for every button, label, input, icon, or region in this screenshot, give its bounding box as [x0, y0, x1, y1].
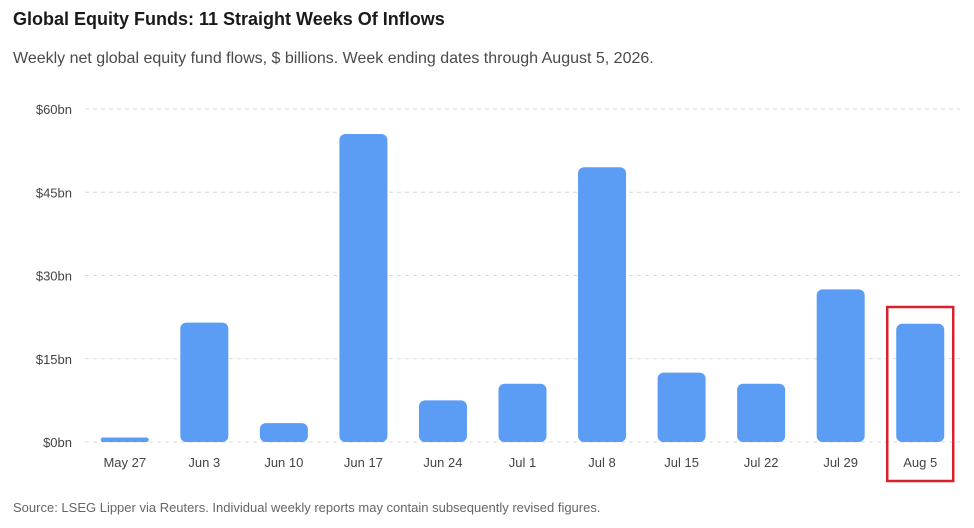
chart-subtitle: Weekly net global equity fund flows, $ b… [13, 50, 654, 67]
bar-aug-5 [896, 323, 945, 442]
x-category-label: Jul 29 [823, 455, 858, 470]
y-tick-label: $0bn [43, 435, 72, 450]
y-tick-label: $60bn [36, 102, 72, 117]
bars [100, 133, 945, 442]
source-note: Source: LSEG Lipper via Reuters. Individ… [13, 500, 601, 515]
x-category-label: Jun 3 [188, 455, 220, 470]
bar-jun-10 [259, 423, 308, 442]
bar-jul-29 [816, 289, 865, 442]
bar-jul-15 [657, 372, 706, 442]
bar-jun-3 [180, 322, 229, 442]
y-tick-label: $30bn [36, 269, 72, 284]
x-category-label: Jul 8 [588, 455, 615, 470]
bar-jun-17 [339, 133, 388, 442]
x-category-label: Jun 24 [423, 455, 462, 470]
x-category-label: Jul 15 [664, 455, 699, 470]
highlight-box [885, 305, 955, 483]
y-tick-label: $45bn [36, 185, 72, 200]
x-category-label: Jun 17 [344, 455, 383, 470]
y-axis-tick-labels: $0bn $15bn $30bn $45bn $60bn [36, 102, 72, 450]
gridlines [85, 108, 960, 443]
bar-jul-1 [498, 383, 547, 442]
x-category-label: Jul 1 [509, 455, 536, 470]
bar-jul-22 [737, 383, 786, 442]
x-category-label: Jul 22 [744, 455, 779, 470]
chart-title: Global Equity Funds: 11 Straight Weeks O… [13, 9, 445, 29]
x-axis-category-labels: May 27 Jun 3 Jun 10 Jun 17 Jun 24 Jul 1 Jul 8 J… [103, 455, 937, 470]
bar-may-27 [100, 437, 149, 442]
x-category-label: Jun 10 [264, 455, 303, 470]
x-category-label: Aug 5 [903, 455, 937, 470]
y-tick-label: $15bn [36, 352, 72, 367]
highlight-layer [885, 305, 955, 483]
bar-jun-24 [418, 400, 467, 442]
bar-jul-8 [578, 167, 627, 442]
x-category-label: May 27 [103, 455, 146, 470]
